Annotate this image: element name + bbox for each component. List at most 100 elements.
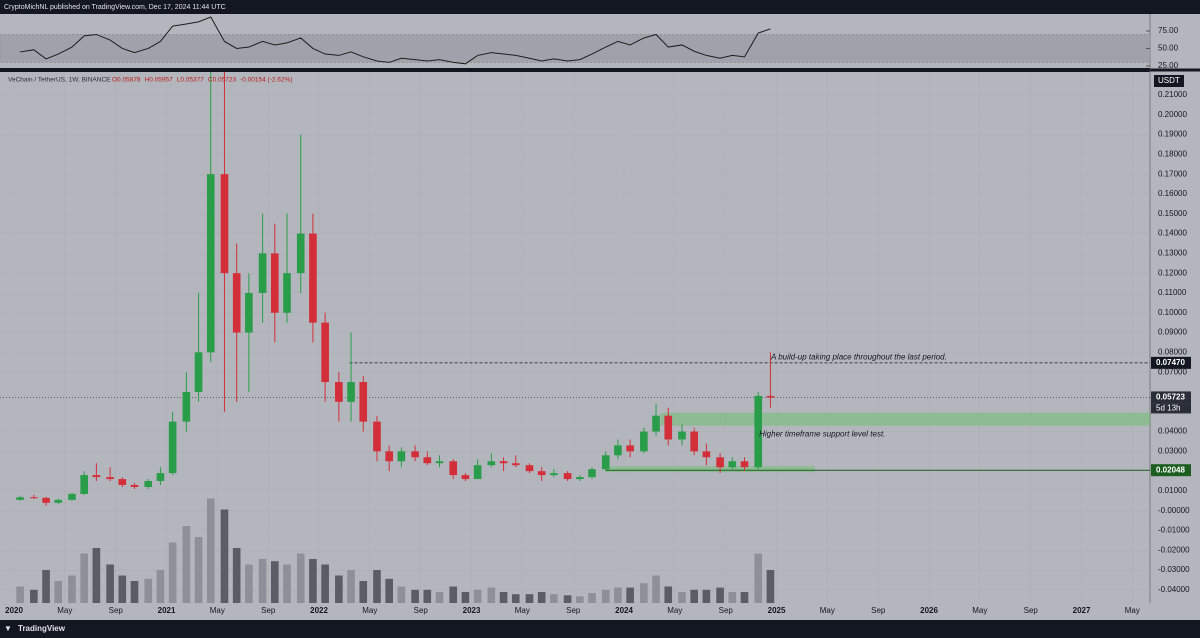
volume-bar [335,575,343,603]
volume-bar [614,587,622,603]
candle-body [42,497,50,503]
x-tick-label: Sep [414,606,429,615]
volume-bar [740,592,749,603]
volume-bar [92,548,101,603]
x-tick-label: Sep [719,606,734,615]
volume-bar [220,509,229,603]
volume-bar [42,570,50,603]
price-tag-label: 0.02048 [1156,465,1185,474]
volume-bar [411,589,419,603]
candle-body [194,352,203,392]
candle-body [335,382,343,402]
volume-bar [30,589,38,603]
volume-bar [588,593,596,603]
x-tick-label: May [362,606,377,615]
candle-body [525,465,534,472]
volume-bar [144,578,153,603]
price-axis [1150,14,1200,603]
y-tick-label: 0.03000 [1158,446,1187,455]
support-zone [660,412,1150,426]
candle-body [258,253,267,293]
candle-body [423,457,432,464]
volume-bar [766,570,775,603]
ohlc-label: C0.05723 [208,77,237,84]
volume-bar [385,578,393,603]
candle-body [270,253,279,313]
y-tick-label: 0.01000 [1158,486,1187,495]
candle-body [716,457,724,468]
candle-body [30,497,38,499]
candle-body [678,431,686,440]
y-tick-label: 0.17000 [1158,169,1187,178]
volume-bar [118,575,127,603]
rsi-tick-label: 75.00 [1158,26,1179,35]
countdown-box [1151,403,1191,414]
volume-bar [664,586,673,603]
y-tick-label: 0.21000 [1158,90,1187,99]
candle-body [347,382,355,402]
price-tag-label: 0.05723 [1156,393,1185,402]
annotation: A build-up taking place throughout the l… [770,352,947,361]
rsi-tick-label: 50.00 [1158,44,1179,53]
volume-bar [575,596,584,603]
y-tick-label: 0.12000 [1158,268,1187,277]
volume-bar [194,537,203,603]
x-tick-label: Sep [1024,606,1039,615]
price-plot [0,72,1150,603]
volume-bar [106,564,114,603]
x-tick-label: 2021 [158,606,176,615]
y-tick-label: 0.19000 [1158,130,1187,139]
volume-bar [537,592,546,603]
rsi-plot [0,16,1150,67]
y-tick-label: 0.18000 [1158,149,1187,158]
candle-body [766,395,775,398]
x-tick-label: 2026 [920,606,938,615]
volume-bar [449,586,458,603]
candle-body [640,431,648,452]
price-tag [1151,464,1191,477]
y-tick-label: 0.15000 [1158,209,1187,218]
candle-body [156,473,165,482]
x-tick-label: May [667,606,682,615]
candle-body [550,473,558,476]
candle-body [168,421,177,474]
y-tick-label: -0.00000 [1158,506,1190,515]
x-tick-label: Sep [261,606,276,615]
volume-bar [728,592,737,603]
x-tick-label: May [972,606,987,615]
candle-body [652,415,660,432]
y-tick-label: 0.14000 [1158,229,1187,238]
volume-bar [461,592,470,603]
candle-body [461,475,470,480]
candle-body [614,445,622,456]
candle-body [664,415,673,440]
x-tick-label: May [1125,606,1140,615]
candle-body [68,493,76,500]
volume-bar [283,564,291,603]
x-tick-label: May [820,606,835,615]
candle-body [144,481,153,487]
x-tick-label: Sep [566,606,581,615]
countdown: 5d 13h [1156,404,1180,413]
x-tick-label: 2023 [463,606,481,615]
candle-body [740,461,749,468]
candle-body [182,391,191,422]
candle-body [473,465,482,480]
candle-body [283,273,291,313]
candle-body [575,477,584,480]
support-zone [605,466,815,473]
candle-body [321,322,329,383]
y-tick-label: 0.04000 [1158,427,1187,436]
candle-body [220,174,229,274]
candle-body [309,233,317,323]
candle-body [245,292,253,333]
candle-body [54,499,63,503]
candle-body [601,455,610,470]
volume-bar [499,592,508,603]
candle-body [435,461,444,464]
y-tick-label: -0.03000 [1158,565,1190,574]
volume-bar [690,589,698,603]
candle-body [499,461,508,464]
candle-body [106,477,114,480]
